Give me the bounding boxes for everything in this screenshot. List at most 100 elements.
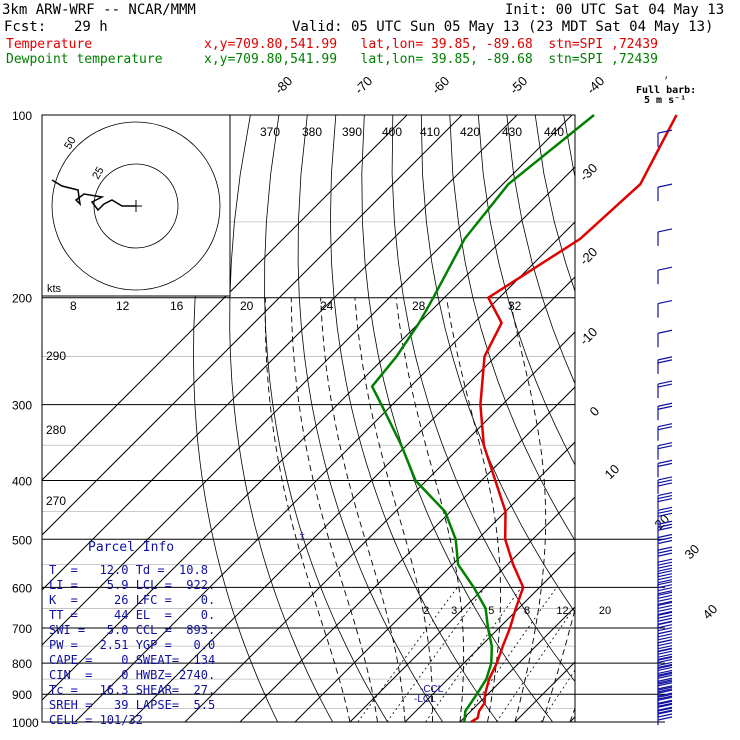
isotherm--110-line xyxy=(42,115,408,481)
wind-barb-flag xyxy=(657,707,673,712)
wind-barb-flag xyxy=(657,587,673,592)
dewpoint-legend-label: Dewpoint temperature xyxy=(6,52,163,67)
hodograph-x-label-16: 16 xyxy=(170,299,184,313)
isobar-900-label: 900 xyxy=(12,688,32,702)
wind-barb-flag xyxy=(657,570,673,575)
parcel-marker: † xyxy=(299,531,305,543)
wind-barb-flag xyxy=(657,614,673,619)
wind-barb-flag xyxy=(657,655,673,661)
hodograph-x-label-32: 32 xyxy=(508,299,522,313)
hodograph-units-label: kts xyxy=(47,283,62,295)
hodograph-x-label-20: 20 xyxy=(240,299,254,313)
mixing-ratio-5-line xyxy=(425,587,522,722)
wind-barb-flag xyxy=(657,617,673,622)
wind-barb-flag xyxy=(657,703,673,708)
hodograph-ring-50-label: 50 xyxy=(62,135,79,152)
dry-adiabat-420-line xyxy=(706,115,740,722)
isotherm-10-line xyxy=(459,606,575,722)
moist-adiabat-20-line xyxy=(509,297,547,722)
wind-barb-flag xyxy=(657,266,673,271)
wind-barb-flag xyxy=(657,700,673,705)
wind-barb-flag xyxy=(657,692,673,697)
mixing-ratio-2-line xyxy=(357,587,458,722)
wind-barb-flag xyxy=(657,479,673,484)
fcst-value: 29 h xyxy=(74,19,108,35)
wind-barb-flag xyxy=(657,645,673,650)
hodograph-x-label-12: 12 xyxy=(116,299,130,313)
theta-label-380: 380 xyxy=(302,125,322,139)
wind-barbs xyxy=(657,129,673,726)
wind-barb-flag xyxy=(657,661,673,667)
isobar-500-label: 500 xyxy=(12,533,32,547)
wind-barb-flag xyxy=(657,679,673,684)
wind-barb-flag xyxy=(657,526,673,531)
wind-barb-flag xyxy=(657,359,673,364)
wind-legend-barb-icon: ′ xyxy=(665,74,668,88)
wind-barb-flag xyxy=(657,497,673,503)
isobar-800-label: 800 xyxy=(12,657,32,671)
theta-label-410: 410 xyxy=(420,125,440,139)
wind-barb-flag xyxy=(657,647,673,652)
wind-barb-flag xyxy=(657,402,673,407)
parcel-row-t: T = 12.0 Td = 10.8 xyxy=(49,563,208,577)
wind-barb-flag xyxy=(657,590,673,595)
dry-adiabat-430-line xyxy=(735,115,740,722)
mixing-ratio-label-12: 12 xyxy=(556,605,568,617)
isotherm-0-line xyxy=(404,551,575,722)
wind-barb-flag xyxy=(657,356,673,361)
wind-barb-flag xyxy=(657,688,673,693)
parcel-info-box: Parcel Info T = 12.0 Td = 10.8 LI = 5.9 … xyxy=(44,536,230,727)
wind-barb-flag xyxy=(657,581,673,586)
wind-barb-flag xyxy=(657,604,673,610)
wind-barb-flag xyxy=(657,482,673,487)
isotherm-40-line xyxy=(625,115,740,722)
parcel-info-title: Parcel Info xyxy=(88,540,175,555)
temperature-profile-line xyxy=(470,114,678,724)
wind-barb-flag xyxy=(657,567,673,572)
hodograph-panel xyxy=(41,114,231,297)
wind-barb-flag xyxy=(657,653,673,658)
mixing-ratio-20-line xyxy=(540,669,575,722)
parcel-row-cell: CELL = 101/32 xyxy=(49,713,143,727)
isobar-400-label: 400 xyxy=(12,474,32,488)
wind-barb-flag xyxy=(657,494,673,500)
wind-barb-flag xyxy=(657,633,673,638)
wind-barb-flag xyxy=(657,491,673,497)
isotherm-label--70: -70 xyxy=(352,73,376,97)
wind-barb-flag xyxy=(657,584,673,589)
wind-barb-flag xyxy=(657,674,673,679)
dewpoint-profile-line xyxy=(370,114,595,723)
wind-barb-flag xyxy=(657,639,673,644)
isobar-200-label: 200 xyxy=(12,292,32,306)
hodograph-ring-25-label: 25 xyxy=(90,165,107,182)
isotherm-label--20: -20 xyxy=(577,244,601,268)
wind-barb-flag xyxy=(657,716,673,721)
theta-side-label-270: 270 xyxy=(46,494,66,508)
wind-barb-flag xyxy=(657,536,673,542)
isotherm--90-line xyxy=(42,115,518,591)
wind-barb-flag xyxy=(657,329,673,334)
wind-barb-flag xyxy=(657,677,673,682)
wind-barb-flag xyxy=(657,610,673,616)
wind-barb-flag xyxy=(657,702,673,707)
isotherm--70-line xyxy=(42,166,575,701)
hodograph-x-label-24: 24 xyxy=(320,299,334,313)
theta-label-420: 420 xyxy=(460,125,480,139)
wind-barb-flag xyxy=(657,671,673,676)
isotherm--100-line xyxy=(42,115,463,536)
mixing-ratio-label-3: 3 xyxy=(451,605,457,617)
isotherm--10-line xyxy=(349,496,575,722)
isotherm--60-line xyxy=(74,221,575,722)
hodograph-ring-50 xyxy=(51,121,221,291)
wind-barb-flag xyxy=(657,650,673,655)
wind-barb-flag xyxy=(657,506,673,511)
lcl-marker: -LCL xyxy=(414,694,436,705)
parcel-row-swi: SWI = 5.0 CCL = 893. xyxy=(49,623,216,637)
dry-adiabat-320-line xyxy=(420,115,575,613)
mixing-ratio-label-2: 2 xyxy=(423,605,429,617)
wind-barb-flag xyxy=(657,685,673,690)
theta-side-label-290: 290 xyxy=(46,349,66,363)
wind-barb-flag xyxy=(657,693,673,698)
wind-barb-flag xyxy=(657,129,673,134)
wind-barb-flag xyxy=(657,601,673,607)
